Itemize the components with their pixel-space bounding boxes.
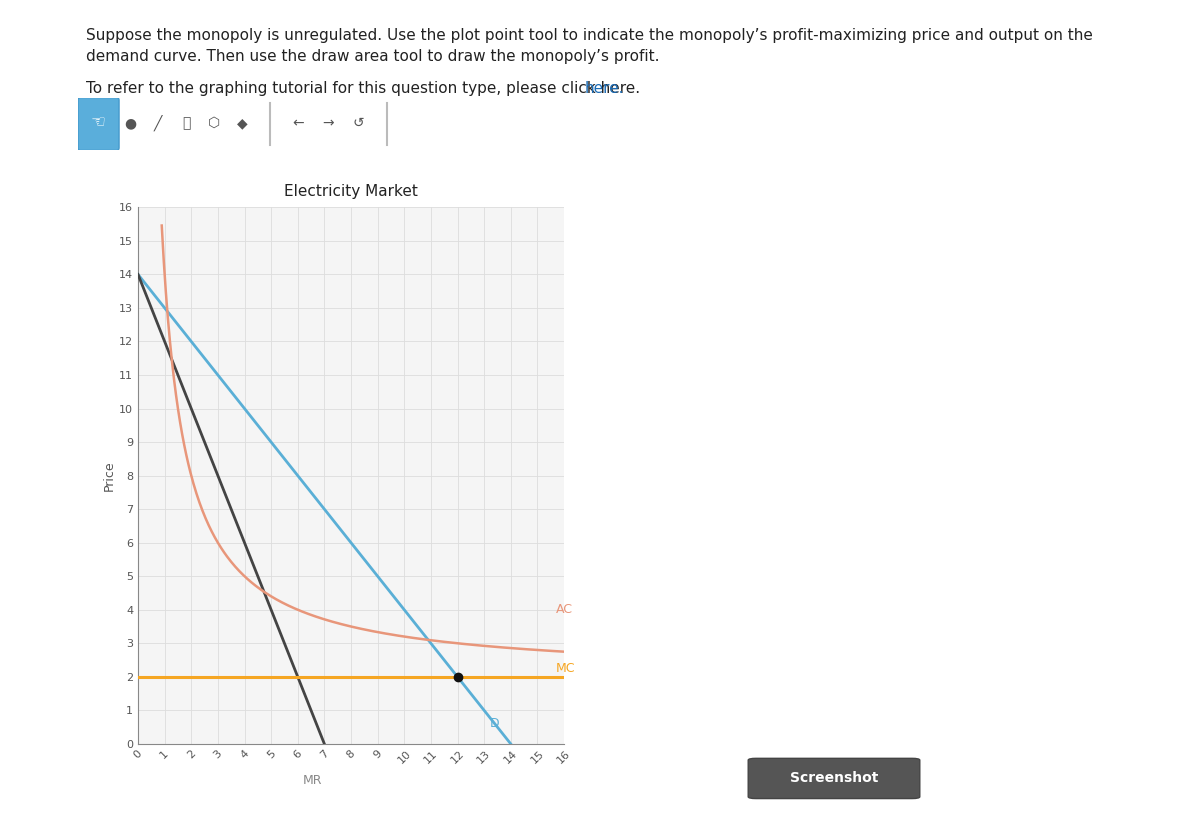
Text: MC: MC [556,662,576,675]
Y-axis label: Price: Price [103,460,116,491]
Text: ╱: ╱ [154,115,162,131]
Text: ●: ● [124,116,136,130]
Text: AC: AC [556,603,574,616]
Text: To refer to the graphing tutorial for this question type, please click here.: To refer to the graphing tutorial for th… [86,81,641,96]
Text: ↺: ↺ [353,116,365,130]
FancyBboxPatch shape [749,759,919,798]
Text: D: D [490,717,499,730]
Text: here.: here. [584,81,624,96]
Text: demand curve. Then use the draw area tool to draw the monopoly’s profit.: demand curve. Then use the draw area too… [86,49,660,63]
Text: Suppose the monopoly is unregulated. Use the plot point tool to indicate the mon: Suppose the monopoly is unregulated. Use… [86,28,1093,43]
Text: ☜: ☜ [91,114,106,132]
Text: Screenshot: Screenshot [790,772,878,785]
Text: ◆: ◆ [236,116,247,130]
Text: MR: MR [304,774,323,787]
FancyBboxPatch shape [78,98,119,150]
Text: ←: ← [293,116,304,130]
Text: ⌒: ⌒ [182,116,190,130]
Text: ⬡: ⬡ [208,116,220,130]
Title: Electricity Market: Electricity Market [284,185,418,199]
Text: →: → [323,116,335,130]
